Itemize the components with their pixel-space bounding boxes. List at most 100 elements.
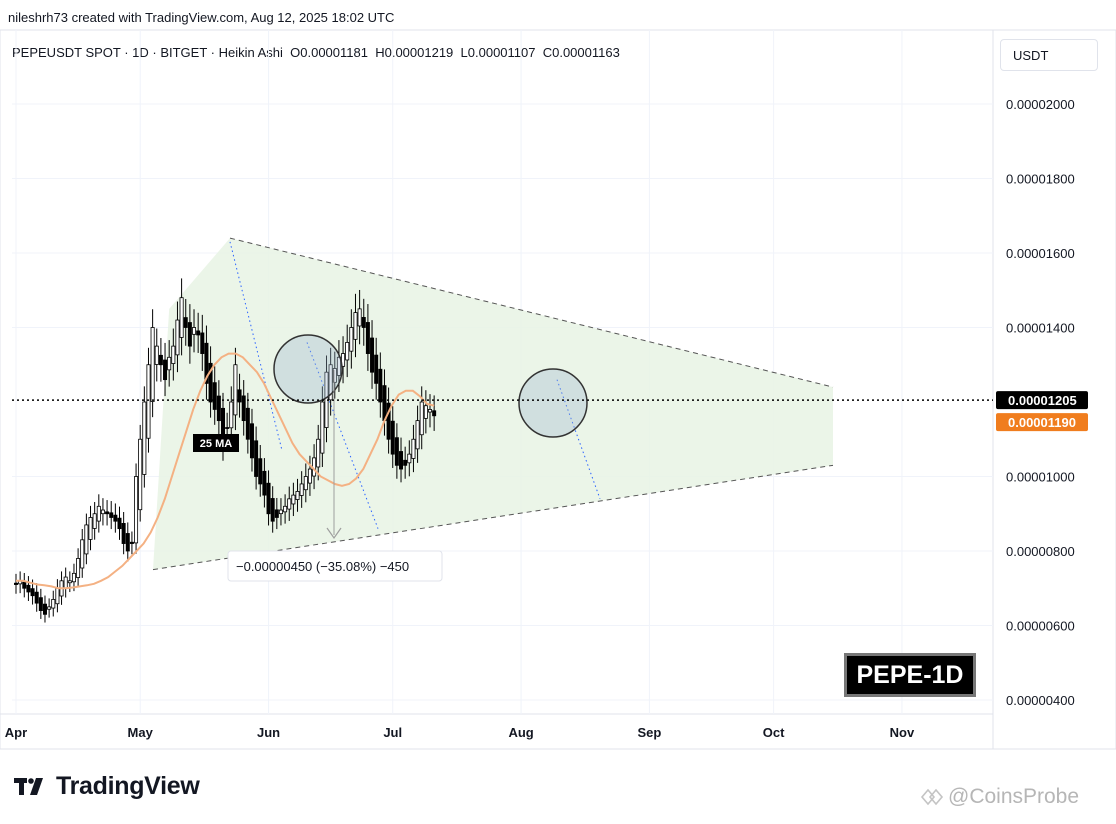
measure-tool[interactable]: −0.00000450 (−35.08%) −450 bbox=[227, 370, 443, 582]
candle-body bbox=[92, 513, 97, 529]
candle-body bbox=[158, 354, 163, 366]
candle-body bbox=[196, 330, 201, 336]
moving-average-25-line bbox=[16, 352, 435, 590]
y-tick-label: 0.00001000 bbox=[1006, 470, 1075, 485]
last-price-badge bbox=[996, 391, 1088, 410]
x-tick-label: Oct bbox=[763, 725, 785, 740]
candle-body bbox=[212, 382, 217, 410]
candle-body bbox=[361, 317, 366, 328]
candle-body bbox=[336, 356, 341, 376]
currency-selector[interactable]: USDT bbox=[1000, 39, 1098, 71]
candle-body bbox=[399, 451, 404, 470]
candle-body bbox=[150, 327, 155, 402]
candle-body bbox=[370, 337, 375, 373]
triangle-pattern-fill bbox=[153, 238, 833, 570]
candle-body bbox=[171, 345, 176, 364]
y-tick-label: 0.00001600 bbox=[1006, 246, 1075, 261]
candle-body bbox=[51, 599, 56, 609]
candle-body bbox=[96, 505, 101, 522]
candle-body bbox=[415, 420, 420, 450]
breakdown-projection-3 bbox=[556, 379, 601, 500]
y-tick-label: 0.00001400 bbox=[1006, 321, 1075, 336]
candle-body bbox=[299, 483, 304, 496]
measure-label-box bbox=[227, 550, 443, 582]
candle-body bbox=[270, 498, 275, 522]
candle-body bbox=[225, 427, 230, 429]
candle-body bbox=[175, 319, 180, 356]
candle-body bbox=[245, 407, 250, 440]
x-tick-label: Jul bbox=[383, 725, 402, 740]
x-tick-label: Aug bbox=[508, 725, 533, 740]
candle-body bbox=[71, 572, 76, 583]
candle-body bbox=[274, 509, 279, 518]
candle-body bbox=[63, 576, 68, 589]
candle-body bbox=[320, 401, 325, 454]
candle-body bbox=[105, 511, 110, 515]
y-tick-label: 0.00001800 bbox=[1006, 172, 1075, 187]
candle-body bbox=[129, 541, 134, 544]
highlight-circle-august[interactable] bbox=[518, 368, 588, 438]
candle-body bbox=[38, 597, 43, 612]
measure-label: −0.00000450 (−35.08%) −450 bbox=[236, 559, 409, 574]
candle-body bbox=[113, 514, 118, 522]
last-price-value: 0.00001205 bbox=[1008, 393, 1077, 408]
source-watermark: @CoinsProbe bbox=[920, 785, 1079, 809]
candle-body bbox=[291, 494, 296, 505]
pair-timeframe-tag: PEPE-1D bbox=[844, 653, 976, 697]
tradingview-logo[interactable]: TradingView bbox=[14, 772, 200, 801]
candle-body bbox=[278, 509, 283, 515]
y-tick-label: 0.00000400 bbox=[1006, 693, 1075, 708]
price-axis-labels: 0.00002000 0.00001800 0.00001600 0.00001400… bbox=[1006, 97, 1075, 708]
candle-body bbox=[332, 368, 337, 383]
symbol-info[interactable]: PEPEUSDT SPOT · 1D · BITGET · Heikin Ash… bbox=[12, 45, 283, 60]
candle-body bbox=[55, 587, 60, 605]
candle-body bbox=[229, 401, 234, 429]
candle-body bbox=[254, 440, 259, 477]
highlight-circle-june[interactable] bbox=[273, 334, 343, 404]
candle-body bbox=[283, 505, 288, 513]
pane-border bbox=[0, 29, 1116, 750]
candle-body bbox=[183, 317, 188, 328]
candle-body bbox=[125, 533, 130, 552]
candle-body bbox=[328, 364, 333, 401]
candle-body bbox=[390, 420, 395, 455]
candle-body bbox=[146, 364, 151, 439]
ma-label: 25 MA bbox=[200, 438, 232, 450]
tradingview-logo-icon bbox=[14, 777, 43, 795]
candle-body bbox=[432, 410, 437, 417]
candle-body bbox=[419, 401, 424, 436]
candle-body bbox=[345, 341, 350, 361]
y-tick-label: 0.00002000 bbox=[1006, 97, 1075, 112]
ma-price-value: 0.00001190 bbox=[1008, 415, 1076, 430]
candle-body bbox=[258, 458, 263, 485]
candle-body bbox=[423, 405, 428, 419]
candle-body bbox=[216, 395, 221, 422]
ma-label-box bbox=[193, 434, 239, 452]
candle-body bbox=[316, 438, 321, 468]
candle-body bbox=[411, 438, 416, 459]
candle-body bbox=[374, 354, 379, 384]
candle-body bbox=[26, 584, 31, 593]
candle-body bbox=[262, 470, 267, 496]
candle-body bbox=[187, 322, 192, 347]
candle-body bbox=[233, 364, 238, 416]
x-tick-label: Apr bbox=[5, 725, 27, 740]
candle-body bbox=[42, 603, 47, 615]
high-value: H0.00001219 bbox=[375, 45, 454, 60]
candle-body bbox=[349, 327, 354, 352]
candle-body bbox=[249, 423, 254, 459]
candle-body bbox=[287, 498, 292, 510]
coinsprobe-icon bbox=[920, 788, 944, 806]
candle-body bbox=[167, 356, 172, 371]
measure-arrow-head bbox=[326, 527, 342, 540]
candle-body bbox=[154, 345, 159, 365]
x-tick-label: May bbox=[128, 725, 154, 740]
candle-body bbox=[303, 476, 308, 491]
time-axis-labels: Apr May Jun Jul Aug Sep Oct Nov bbox=[5, 725, 915, 740]
lower-trendline bbox=[152, 464, 834, 571]
candle-body bbox=[427, 409, 432, 413]
candle-body bbox=[208, 362, 213, 403]
candle-body bbox=[22, 581, 27, 589]
tradingview-wordmark: TradingView bbox=[56, 772, 200, 800]
